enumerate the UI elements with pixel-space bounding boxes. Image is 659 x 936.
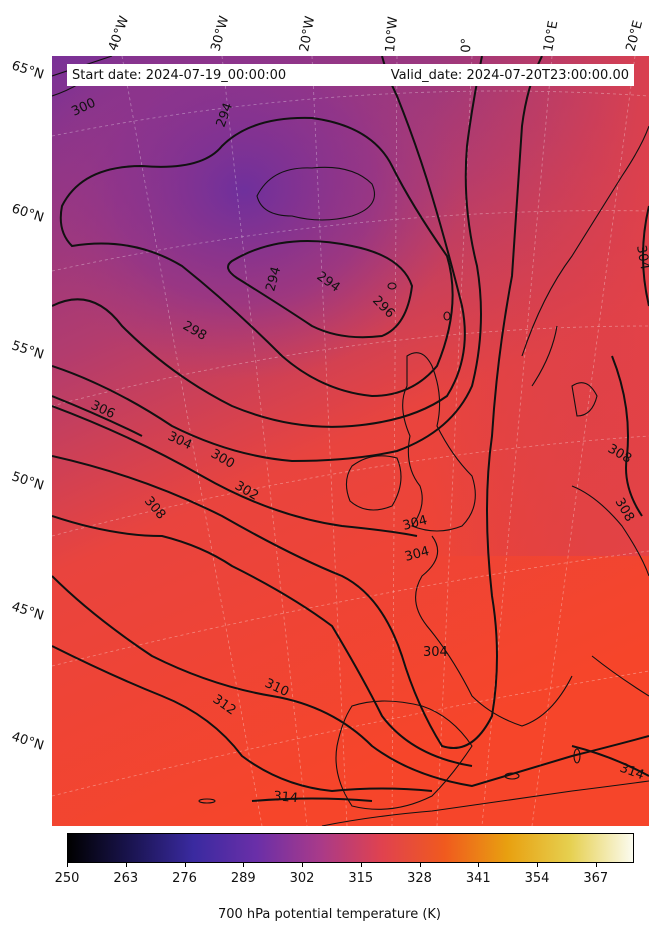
lat-label-40n: 40°N [9, 729, 46, 754]
potential-temperature-map: 300 294 294 294 296 298 306 304 300 302 … [52, 56, 649, 826]
contour-302 [52, 405, 418, 537]
colorbar-tick-mark [595, 863, 597, 867]
lat-label-60n: 60°N [9, 201, 46, 226]
lat-label-55n: 55°N [9, 338, 46, 363]
lon-label-20w: 20°W [297, 15, 319, 54]
contours [52, 56, 649, 802]
iceland-coast [256, 166, 376, 221]
colorbar-tick-mark [184, 863, 186, 867]
contour-label: 314 [273, 789, 299, 806]
norway-coast [521, 125, 649, 387]
colorbar-tick-label: 315 [348, 871, 374, 886]
lat-label-50n: 50°N [9, 469, 46, 494]
contour-300 [52, 56, 483, 463]
lon-label-40w: 40°W [105, 14, 133, 53]
start-date-label: Start date: 2024-07-19_00:00:00 [72, 67, 287, 83]
lon-label-10w: 10°W [383, 15, 402, 53]
colorbar-tick-label: 354 [524, 871, 550, 886]
lat-label-45n: 45°N [9, 599, 46, 624]
contour-304-east [642, 205, 649, 307]
north-africa-coast [321, 780, 649, 826]
colorbar-tick-mark [67, 863, 68, 867]
info-bar: Start date: 2024-07-19_00:00:00 Valid_da… [67, 64, 634, 86]
colorbar-tick-mark [360, 863, 362, 867]
contour-294 [227, 240, 414, 339]
france-coast [415, 535, 573, 727]
colorbar [67, 833, 634, 863]
contour-298 [52, 56, 466, 428]
colorbar-tick-mark [537, 863, 539, 867]
azores-islands [198, 798, 216, 804]
contour-308-east [611, 355, 643, 517]
contour-label: 304 [423, 645, 448, 660]
colorbar-tick-label: 289 [230, 871, 256, 886]
contour-label: 304 [401, 513, 429, 534]
lat-label-65n: 65°N [9, 58, 46, 83]
colorbar-tick-label: 341 [465, 871, 491, 886]
contour-label: 294 [263, 265, 284, 293]
contour-296 [59, 116, 454, 398]
faroe-islands [387, 282, 397, 290]
colorbar-tick-label: 328 [407, 871, 432, 886]
coastlines [52, 56, 649, 826]
contour-312 [52, 645, 433, 793]
colorbar-tick-label: 250 [54, 871, 80, 886]
contour-label: 304 [633, 244, 649, 271]
europe-coast [571, 485, 649, 697]
colorbar-tick-label: 276 [172, 871, 197, 886]
lon-label-0: 0° [459, 37, 475, 53]
colorbar-tick-mark [478, 863, 480, 867]
lon-label-20e: 20°E [623, 18, 647, 53]
valid-date-label: Valid_date: 2024-07-20T23:00:00.00 [390, 67, 629, 83]
lon-label-30w: 30°W [208, 14, 233, 53]
colorbar-tick-mark [243, 863, 245, 867]
colorbar-tick-label: 367 [583, 871, 609, 886]
colorbar-tick-mark [302, 863, 304, 867]
colorbar-tick-mark [125, 863, 127, 867]
colorbar-label: 700 hPa potential temperature (K) [217, 907, 441, 922]
colorbar-tick-label: 302 [289, 871, 315, 886]
contour-label: 304 [403, 544, 431, 565]
contour-314 [251, 745, 649, 802]
ireland-coast [345, 455, 402, 511]
contour-310 [52, 575, 649, 788]
colorbar-tick-mark [419, 863, 421, 867]
iberia-coast [335, 700, 473, 810]
colorbar-tick-label: 263 [113, 871, 139, 886]
shetland-islands [443, 311, 451, 321]
contour-308 [52, 515, 473, 767]
contour-304 [52, 56, 543, 749]
denmark-coast [571, 382, 598, 417]
lon-label-10e: 10°E [541, 19, 562, 54]
contour-306 [52, 395, 143, 437]
